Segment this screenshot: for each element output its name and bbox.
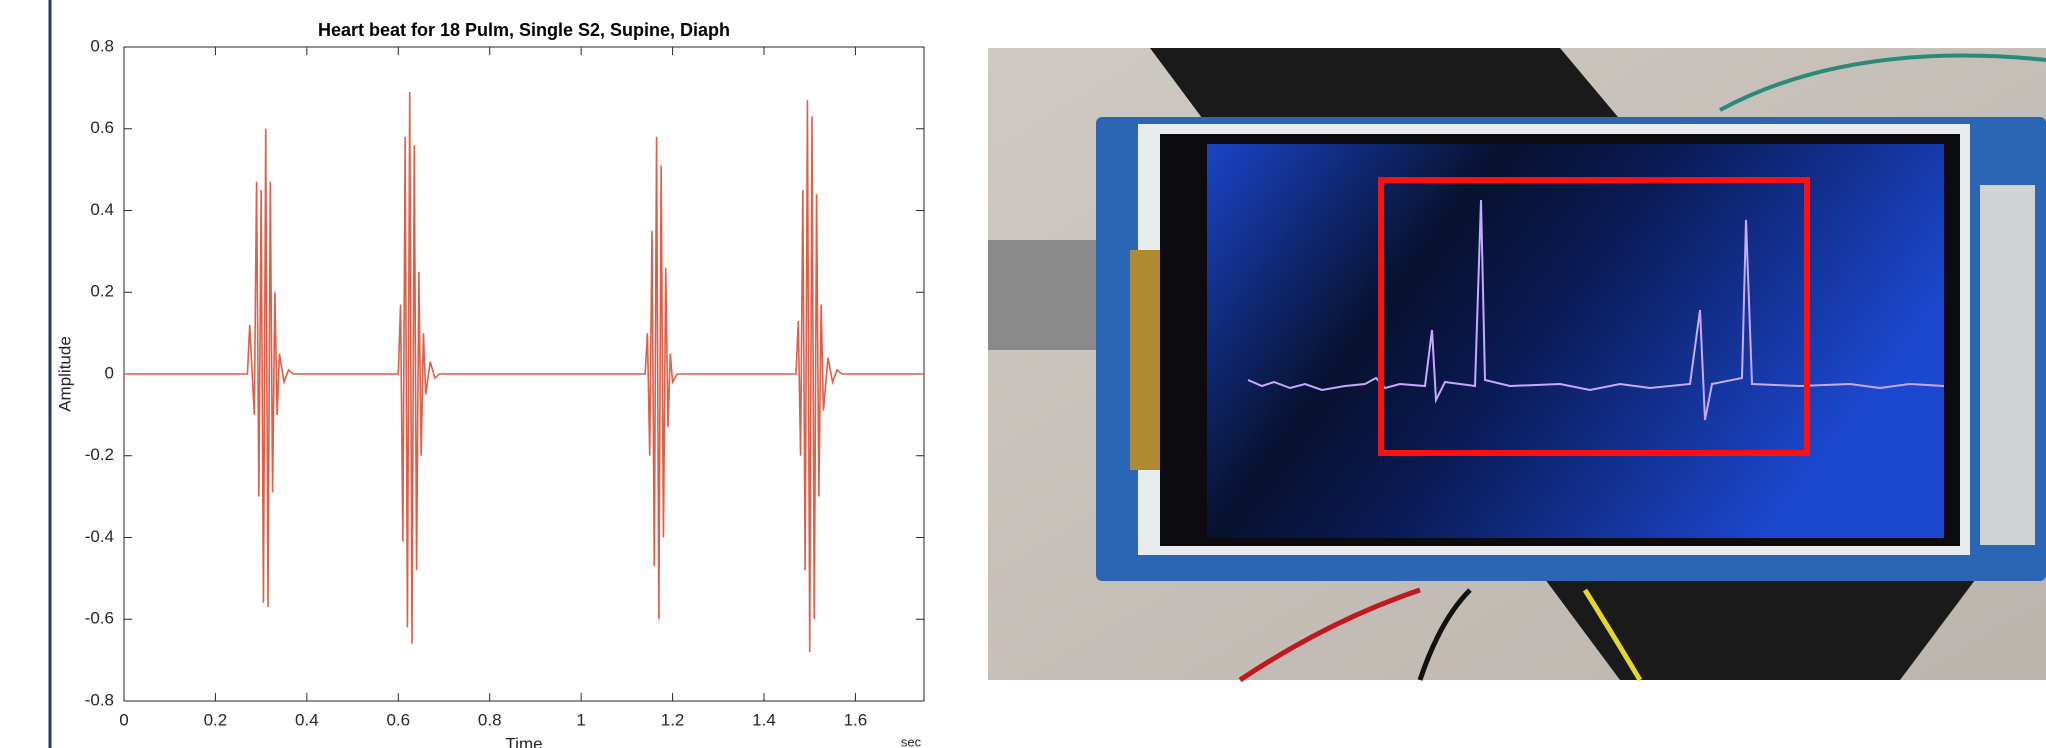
photo	[988, 48, 2046, 683]
signal-line	[124, 91, 924, 652]
x-tick-label: 0.2	[204, 710, 228, 729]
chart-title: Heart beat for 18 Pulm, Single S2, Supin…	[318, 20, 730, 40]
y-tick-label: 0.4	[90, 200, 114, 219]
y-tick-label: -0.4	[85, 527, 114, 546]
y-tick-label: 0	[105, 363, 114, 382]
x-tick-label: 1.6	[844, 710, 868, 729]
x-axis-label: Time	[505, 734, 542, 748]
x-tick-label: 1	[576, 710, 585, 729]
y-tick-label: 0.8	[90, 36, 114, 55]
y-tick-label: 0.2	[90, 282, 114, 301]
x-tick-label: 0	[119, 710, 128, 729]
x-axis-unit: sec	[901, 734, 922, 748]
x-tick-label: 0.8	[478, 710, 502, 729]
y-tick-label: -0.6	[85, 609, 114, 628]
plot-area: -0.8 -0.6 -0.4 -0.2 0 0.2 0.4 0.6 0.8 0 0.2 0.4 0.6 0…	[85, 36, 925, 729]
y-axis-label: Amplitude	[55, 336, 74, 412]
x-tick-label: 0.6	[386, 710, 410, 729]
y-tick-label: 0.6	[90, 118, 114, 137]
y-tick-label: -0.8	[85, 690, 114, 709]
x-tick-label: 1.2	[661, 710, 685, 729]
x-tick-label: 0.4	[295, 710, 319, 729]
x-tick-label: 1.4	[752, 710, 776, 729]
y-tick-label: -0.2	[85, 445, 114, 464]
